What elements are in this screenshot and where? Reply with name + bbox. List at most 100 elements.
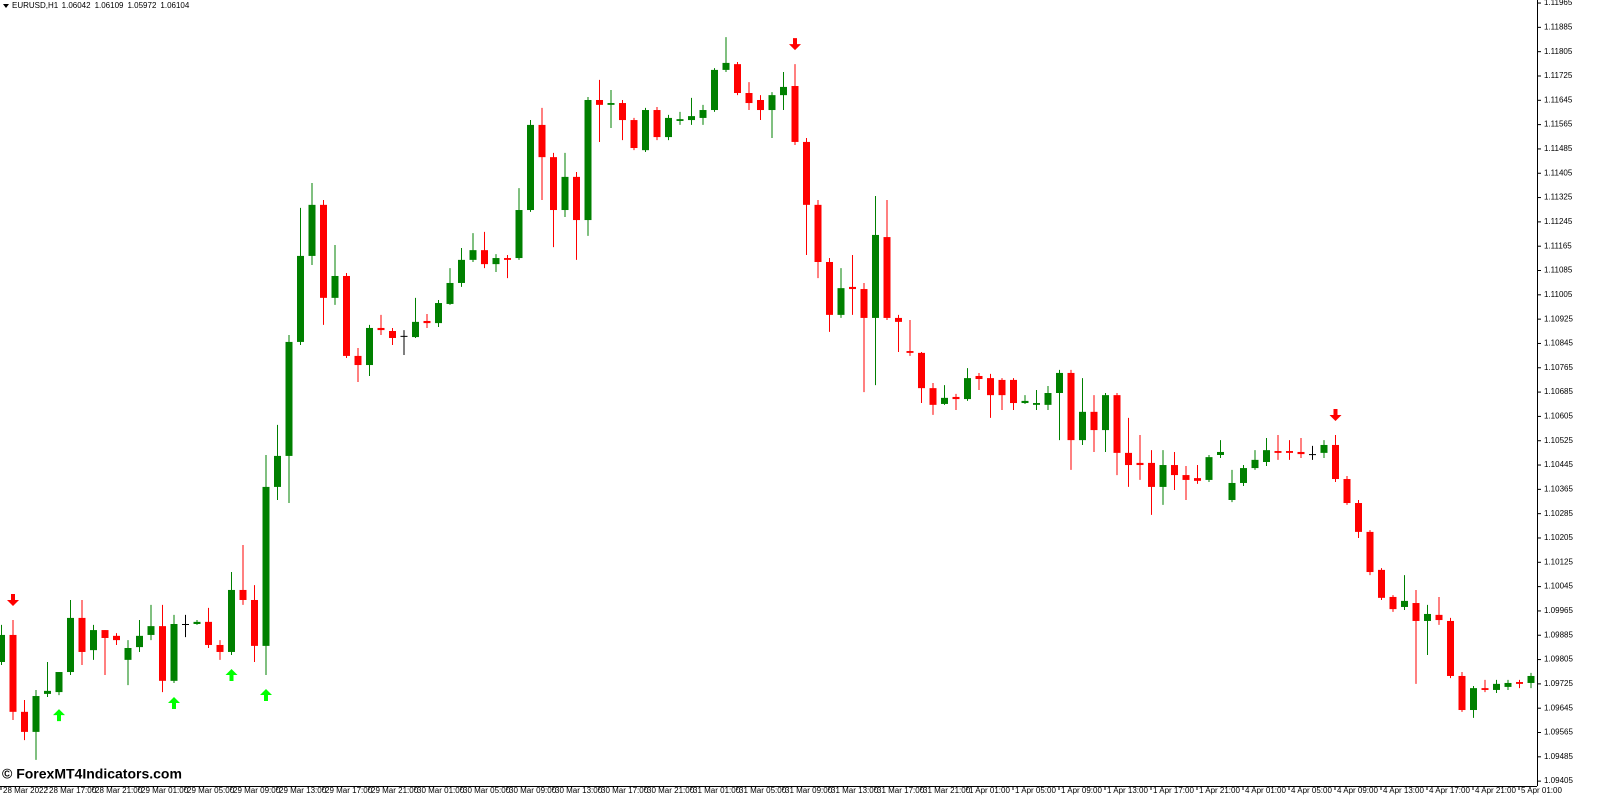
candle-body [1401,600,1408,607]
candle-body [515,210,523,259]
y-tick-label: 1.11245 [1544,217,1573,226]
candle-body [1090,411,1098,431]
candle-body [987,378,994,396]
y-tick-label: 1.09565 [1544,728,1573,737]
candle-body [1251,459,1259,469]
candle-body [251,599,258,646]
candle-body [1044,393,1052,405]
candle-body [239,589,247,600]
candle-body [975,375,983,380]
candle-body [642,110,649,151]
x-tick-label: 28 Mar 17:00 [49,786,97,795]
candle-body [504,258,511,260]
y-tick-label: 1.10845 [1544,339,1573,348]
candle-body [895,317,902,322]
candle-body [1412,603,1420,621]
candle-body [469,250,477,260]
header-value: 1.06104 [160,1,189,10]
candle-body [331,275,339,298]
candle-body [124,648,132,660]
candle-body [412,321,419,338]
candle-body [101,630,109,638]
y-tick-label: 1.10445 [1544,460,1573,469]
symbol: EURUSD,H1 [12,1,59,10]
watermark: © ForexMT4Indicators.com [2,766,182,782]
candle-body [676,119,684,121]
candle-body [1424,613,1431,621]
x-tick-label: 30 Mar 01:00 [417,786,465,795]
candle-body [734,64,741,94]
candle-body [78,617,86,652]
y-tick-label: 1.10925 [1544,314,1573,323]
candle-body [814,204,822,262]
candle-body [596,99,603,105]
candle-body [1527,675,1535,683]
candle-body [492,258,500,265]
candle-body [90,630,97,651]
x-tick-label: 31 Mar 21:00 [923,786,971,795]
y-tick-label: 1.11805 [1544,47,1573,56]
candle-body [262,486,270,646]
candle-body [1194,478,1201,481]
x-tick-label: 31 Mar 01:00 [693,786,741,795]
candle-body [1378,569,1385,598]
candle-body [32,696,40,732]
x-tick-label: 1 Apr 13:00 [1107,786,1148,795]
candle-body [918,352,925,389]
candle-body [1343,479,1351,504]
candle-body [1470,688,1477,711]
x-tick-label: 5 Apr 01:00 [1521,786,1562,795]
candle-body [1113,395,1121,453]
candle-body [964,378,971,400]
y-tick-label: 1.11085 [1544,266,1573,275]
candle-body [1067,372,1075,441]
y-tick-label: 1.10045 [1544,582,1573,591]
candle-body [159,626,166,681]
candle-body [722,62,730,70]
candle-body [527,124,534,211]
candle-body [584,99,592,221]
candle-body [113,635,120,641]
x-tick-label: 30 Mar 05:00 [463,786,511,795]
x-tick-label: 31 Mar 13:00 [831,786,879,795]
candle-body [1171,465,1178,476]
y-tick-label: 1.10605 [1544,412,1573,421]
candle-body [446,282,454,304]
candle-body [55,672,63,693]
candle-body [826,262,833,315]
candle-body [1332,444,1339,480]
x-tick-label: 4 Apr 13:00 [1383,786,1424,795]
candle-body [1458,675,1466,711]
x-tick-label: 1 Apr 17:00 [1153,786,1194,795]
candle-body [274,455,281,487]
candle-body [872,234,879,318]
candle-body [699,110,707,118]
candle-body [573,176,580,221]
x-tick-label: 29 Mar 17:00 [325,786,373,795]
candle-body [481,250,488,265]
candle-body [1182,475,1190,480]
x-tick-label: 29 Mar 01:00 [141,786,189,795]
x-tick-label: 1 Apr 05:00 [1015,786,1056,795]
candle-body [849,286,856,290]
candle-body [711,69,718,111]
x-tick-label: 29 Mar 21:00 [371,786,419,795]
header-triangle [3,4,9,8]
candle-body [1263,450,1270,462]
candle-body [435,303,442,324]
x-tick-label: 31 Mar 05:00 [739,786,787,795]
candle-body [941,397,948,404]
candle-body [377,327,385,331]
x-tick-label: 4 Apr 17:00 [1429,786,1470,795]
candle-body [1021,400,1029,404]
candle-body [1159,465,1167,487]
y-tick-label: 1.09645 [1544,703,1573,712]
x-tick-label: 1 Apr 09:00 [1061,786,1102,795]
x-tick-label: 30 Mar 21:00 [647,786,695,795]
y-tick-label: 1.10365 [1544,484,1573,493]
y-tick-label: 1.09405 [1544,776,1573,785]
candle-body [285,341,293,456]
candle-body [9,634,17,712]
candle-body [1228,482,1236,500]
